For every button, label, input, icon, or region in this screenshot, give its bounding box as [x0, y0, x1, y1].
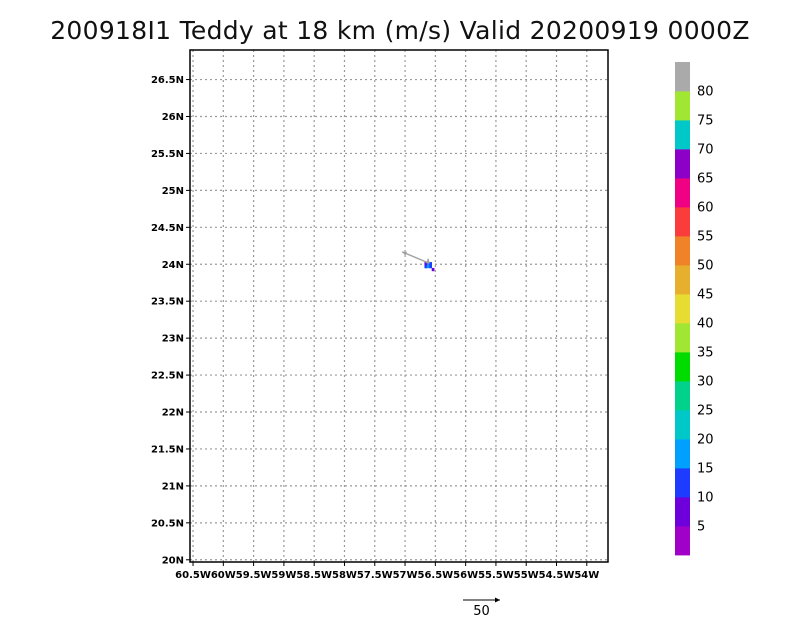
- x-tick-label-3: 59W: [271, 570, 296, 581]
- chart-title: 200918I1 Teddy at 18 km (m/s) Valid 2020…: [50, 16, 750, 45]
- colorbar-swatch-12: [675, 178, 690, 208]
- colorbar-label-15: 80: [697, 85, 714, 100]
- y-tick-label-0: 20N: [162, 555, 184, 566]
- colorbar-swatch-5: [675, 381, 690, 411]
- colorbar-label-3: 20: [697, 433, 714, 448]
- y-tick-label-11: 25.5N: [151, 149, 184, 160]
- x-tick-label-13: 54W: [574, 570, 599, 581]
- reference-vector-label: 50: [473, 604, 490, 618]
- plot-frame: [189, 49, 609, 563]
- colorbar-swatch-16: [675, 62, 690, 92]
- colorbar-swatch-7: [675, 323, 690, 353]
- colorbar-swatch-1: [675, 497, 690, 527]
- y-tick-label-1: 20.5N: [151, 518, 184, 529]
- colorbar-label-12: 65: [697, 172, 714, 187]
- x-tick-label-12: 54.5W: [539, 570, 575, 581]
- colorbar-label-0: 5: [697, 520, 705, 535]
- y-tick-label-7: 23.5N: [151, 297, 184, 308]
- colorbar-label-8: 45: [697, 288, 714, 303]
- data-cell-0: [424, 264, 428, 269]
- reference-vector-head: [495, 597, 500, 603]
- y-tick-label-6: 23N: [162, 334, 184, 345]
- colorbar-swatch-3: [675, 439, 690, 469]
- colorbar-swatch-0: [675, 526, 690, 556]
- colorbar-swatch-6: [675, 352, 690, 382]
- colorbar-label-4: 25: [697, 404, 714, 419]
- data-cell-2: [429, 264, 433, 269]
- y-tick-label-9: 24.5N: [151, 223, 184, 234]
- colorbar-label-13: 70: [697, 143, 714, 158]
- x-tick-label-1: 60W: [211, 570, 236, 581]
- colorbar-swatch-10: [675, 236, 690, 266]
- colorbar-label-10: 55: [697, 230, 714, 245]
- colorbar-swatch-2: [675, 468, 690, 498]
- x-tick-label-0: 60.5W: [175, 570, 211, 581]
- x-tick-label-4: 58.5W: [296, 570, 332, 581]
- y-tick-label-10: 25N: [162, 186, 184, 197]
- colorbar-swatch-9: [675, 265, 690, 295]
- wind-vector-head-1: [425, 258, 431, 264]
- colorbar-swatch-13: [675, 149, 690, 179]
- data-cell-1: [426, 264, 430, 269]
- y-tick-label-2: 21N: [162, 481, 184, 492]
- colorbar-label-14: 75: [697, 114, 714, 129]
- colorbar-label-11: 60: [697, 201, 714, 216]
- colorbar-label-2: 15: [697, 462, 714, 477]
- data-cell-5: [424, 262, 428, 266]
- y-tick-label-8: 24N: [162, 260, 184, 271]
- y-tick-label-5: 22.5N: [151, 371, 184, 382]
- data-cell-3: [426, 262, 430, 266]
- colorbar-swatch-15: [675, 91, 690, 121]
- x-tick-label-5: 58W: [332, 570, 357, 581]
- wind-vector-0: [401, 251, 429, 264]
- y-tick-label-12: 26N: [162, 112, 184, 123]
- x-tick-label-9: 56W: [453, 570, 478, 581]
- colorbar-swatch-4: [675, 410, 690, 440]
- colorbar-label-5: 30: [697, 375, 714, 390]
- y-tick-label-4: 22N: [162, 408, 184, 419]
- y-tick-label-13: 26.5N: [151, 75, 184, 86]
- x-tick-label-7: 57W: [393, 570, 418, 581]
- colorbar-label-7: 40: [697, 317, 714, 332]
- y-tick-label-3: 21.5N: [151, 444, 184, 455]
- x-tick-label-8: 56.5W: [417, 570, 453, 581]
- colorbar-swatch-8: [675, 294, 690, 324]
- x-tick-label-2: 59.5W: [236, 570, 272, 581]
- wind-vector-head-0: [402, 251, 408, 256]
- colorbar-label-9: 50: [697, 259, 714, 274]
- x-tick-label-11: 55W: [514, 570, 539, 581]
- colorbar-label-1: 10: [697, 491, 714, 506]
- colorbar-label-6: 35: [697, 346, 714, 361]
- data-cell-6: [431, 267, 435, 272]
- colorbar-swatch-14: [675, 120, 690, 150]
- colorbar-swatch-11: [675, 207, 690, 237]
- data-cell-4: [429, 262, 433, 266]
- x-tick-label-6: 57.5W: [357, 570, 393, 581]
- x-tick-label-10: 55.5W: [478, 570, 514, 581]
